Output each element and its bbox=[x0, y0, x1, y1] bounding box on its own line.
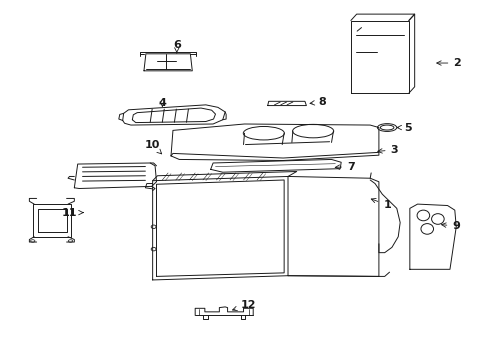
Text: 10: 10 bbox=[144, 140, 162, 154]
Text: 5: 5 bbox=[396, 122, 411, 132]
Text: 1: 1 bbox=[370, 198, 390, 210]
Text: 7: 7 bbox=[335, 162, 354, 171]
Text: 3: 3 bbox=[377, 145, 397, 155]
Text: 8: 8 bbox=[309, 97, 325, 107]
Text: 6: 6 bbox=[173, 40, 181, 53]
Text: 9: 9 bbox=[441, 221, 459, 231]
Text: 2: 2 bbox=[436, 58, 460, 68]
Text: 4: 4 bbox=[158, 98, 166, 108]
Text: 11: 11 bbox=[61, 208, 83, 217]
Text: 12: 12 bbox=[232, 300, 256, 311]
